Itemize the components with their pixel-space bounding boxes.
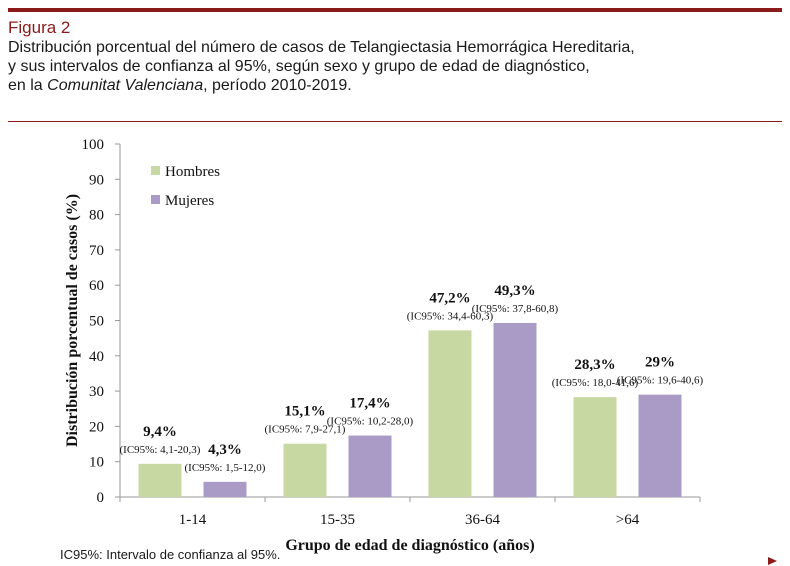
caption-line-1: Distribución porcentual del número de ca… (8, 39, 635, 56)
data-label: 15,1% (284, 404, 325, 420)
bar-mujeres (203, 481, 247, 497)
y-tick-label: 20 (89, 419, 104, 435)
y-tick-label: 30 (89, 384, 104, 400)
bar-hombres (573, 397, 617, 497)
caption-line-2: y sus intervalos de confianza al 95%, se… (8, 58, 590, 75)
legend-label: Hombres (165, 164, 220, 180)
bar-mujeres (638, 394, 682, 497)
page-corner-arrow-icon (768, 557, 777, 565)
legend-swatch-hombres (151, 166, 160, 175)
caption-divider (8, 121, 782, 122)
data-label: 47,2% (429, 290, 470, 306)
ci-label: (IC95%: 7,9-27,1) (265, 424, 346, 436)
ci-label: (IC95%: 19,6-40,6) (617, 375, 704, 387)
ci-label: (IC95%: 10,2-28,0) (327, 416, 414, 428)
footnote: IC95%: Intervalo de confianza al 95%. (60, 547, 281, 562)
legend-label: Mujeres (165, 193, 214, 209)
y-tick-label: 80 (89, 208, 104, 224)
ci-label: (IC95%: 34,4-60,3) (407, 310, 494, 322)
y-tick-label: 10 (89, 455, 104, 471)
data-label: 29% (645, 355, 675, 371)
ci-label: (IC95%: 4,1-20,3) (120, 444, 201, 456)
y-tick-label: 100 (82, 137, 105, 153)
y-axis-title: Distribución porcentual de casos (%) (64, 194, 81, 447)
top-rule (8, 8, 782, 12)
y-tick-label: 90 (89, 172, 104, 188)
x-tick-label: 36-64 (465, 512, 500, 528)
data-label: 17,4% (349, 396, 390, 412)
x-tick-label: 1-14 (179, 512, 207, 528)
bar-hombres (138, 463, 182, 497)
bar-mujeres (493, 322, 537, 497)
caption-line-3-pre: en la (8, 77, 48, 94)
data-label: 49,3% (494, 283, 535, 299)
y-tick-label: 40 (89, 349, 104, 365)
x-axis-title: Grupo de edad de diagnóstico (años) (285, 537, 534, 554)
y-tick-label: 50 (89, 314, 104, 330)
y-tick-label: 0 (97, 490, 105, 506)
x-tick-label: 15-35 (320, 512, 355, 528)
caption-line-3: en la Comunitat Valenciana, período 2010… (8, 76, 780, 95)
figure-caption: Distribución porcentual del número de ca… (8, 38, 780, 95)
bar-hombres (428, 330, 472, 497)
figure-label: Figura 2 (8, 18, 71, 37)
data-label: 4,3% (208, 442, 242, 458)
y-tick-label: 70 (89, 243, 104, 259)
caption-region-name: Comunitat Valenciana (47, 77, 204, 94)
bar-mujeres (348, 435, 392, 497)
caption-line-3-post: , período 2010-2019. (203, 77, 352, 94)
ci-label: (IC95%: 37,8-60,8) (472, 303, 559, 315)
legend-swatch-mujeres (151, 195, 160, 204)
x-tick-label: >64 (616, 512, 640, 528)
ci-label: (IC95%: 18,0-41,6) (552, 377, 639, 389)
bar-hombres (283, 443, 327, 497)
data-label: 28,3% (574, 357, 615, 373)
data-label: 9,4% (143, 424, 177, 440)
y-tick-label: 60 (89, 278, 104, 294)
ci-label: (IC95%: 1,5-12,0) (185, 462, 266, 474)
